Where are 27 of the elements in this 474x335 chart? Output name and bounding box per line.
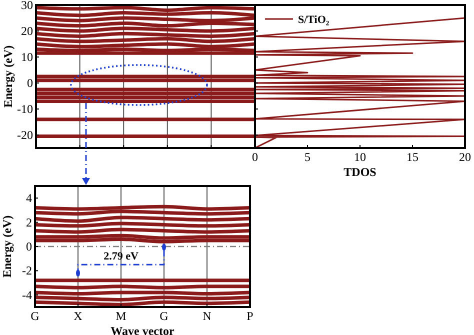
x-tick-label: G (30, 309, 40, 323)
y-tick-label: -2 (22, 264, 32, 278)
x-tick-label: 0 (252, 150, 258, 164)
y-tick-label: -10 (17, 102, 33, 116)
x-tick-label: 5 (304, 150, 310, 164)
y-tick-label: -20 (17, 128, 33, 142)
y-tick-label: 30 (21, 0, 33, 12)
y-tick-label: 2 (26, 215, 32, 230)
x-axis-title: Wave vector (110, 324, 175, 335)
x-axis-title: TDOS (344, 165, 377, 179)
y-axis-title: Energy (eV) (0, 215, 14, 278)
x-tick-label: P (246, 309, 254, 323)
x-tick-label: N (202, 309, 212, 323)
y-tick-label: 0 (26, 240, 32, 254)
x-tick-label: G (160, 309, 169, 323)
x-tick-label: 20 (459, 150, 471, 164)
x-tick-label: 15 (406, 150, 418, 164)
y-tick-label: 20 (21, 24, 33, 38)
x-tick-label: 10 (354, 150, 366, 164)
y-axis-title: Energy (eV) (1, 45, 15, 108)
y-tick-label: 0 (27, 76, 33, 90)
y-tick-label: 4 (26, 191, 32, 206)
x-tick-label: M (116, 309, 127, 323)
legend-label: S/TiO₂ (298, 14, 330, 26)
x-tick-label: X (74, 309, 83, 323)
y-tick-label: 10 (21, 50, 33, 64)
y-tick-label: -4 (22, 288, 32, 302)
